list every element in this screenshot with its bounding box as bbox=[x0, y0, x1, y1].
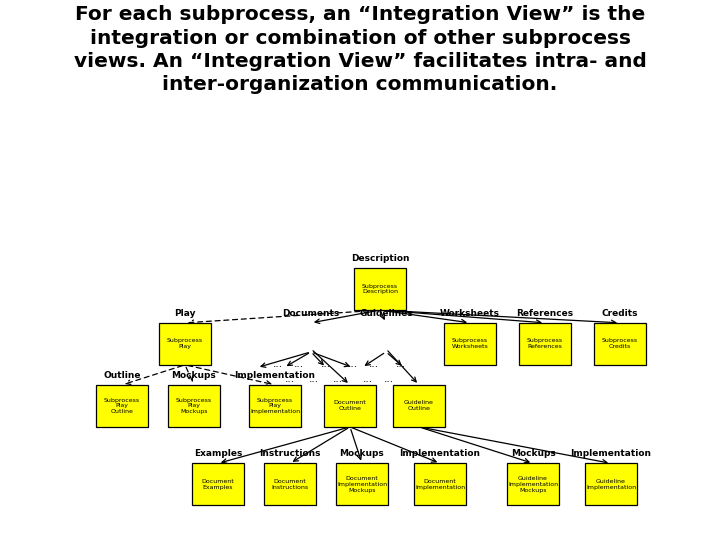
FancyBboxPatch shape bbox=[324, 385, 376, 427]
FancyBboxPatch shape bbox=[336, 463, 388, 505]
Text: Credits: Credits bbox=[602, 309, 638, 318]
Text: Document
Instructions: Document Instructions bbox=[271, 479, 309, 490]
FancyBboxPatch shape bbox=[414, 463, 466, 505]
Text: Subprocess
Play
Mockups: Subprocess Play Mockups bbox=[176, 397, 212, 414]
Text: Document
Examples: Document Examples bbox=[202, 479, 235, 490]
Text: ...: ... bbox=[321, 359, 331, 369]
Text: Documents: Documents bbox=[282, 309, 340, 318]
Text: Mockups: Mockups bbox=[510, 449, 555, 458]
Text: ...: ... bbox=[396, 359, 406, 369]
Text: Subprocess
Worksheets: Subprocess Worksheets bbox=[451, 339, 488, 349]
Text: Worksheets: Worksheets bbox=[440, 309, 500, 318]
FancyBboxPatch shape bbox=[249, 385, 301, 427]
Text: ...: ... bbox=[285, 374, 295, 383]
Text: Guideline
Outline: Guideline Outline bbox=[404, 401, 434, 411]
FancyBboxPatch shape bbox=[585, 463, 637, 505]
FancyBboxPatch shape bbox=[519, 323, 571, 365]
Text: For each subprocess, an “Integration View” is the
integration or combination of : For each subprocess, an “Integration Vie… bbox=[73, 5, 647, 94]
Text: Subprocess
References: Subprocess References bbox=[527, 339, 563, 349]
Text: References: References bbox=[516, 309, 574, 318]
Text: Guidelines: Guidelines bbox=[359, 309, 413, 318]
Text: ...: ... bbox=[273, 359, 283, 369]
Text: Guideline
Implementation: Guideline Implementation bbox=[586, 479, 636, 490]
Text: Subprocess
Play
Implementation: Subprocess Play Implementation bbox=[250, 397, 300, 414]
Text: Implementation: Implementation bbox=[400, 449, 480, 458]
Text: Subprocess
Play: Subprocess Play bbox=[167, 339, 203, 349]
Text: Document
Implementation
Mockups: Document Implementation Mockups bbox=[337, 476, 387, 492]
Text: Document
Implementation: Document Implementation bbox=[415, 479, 465, 490]
FancyBboxPatch shape bbox=[96, 385, 148, 427]
Text: Implementation: Implementation bbox=[570, 449, 652, 458]
Text: Examples: Examples bbox=[194, 449, 242, 458]
Text: Description: Description bbox=[351, 254, 409, 263]
Text: Document
Outline: Document Outline bbox=[333, 401, 366, 411]
Text: Subprocess
Play
Outline: Subprocess Play Outline bbox=[104, 397, 140, 414]
Text: ...: ... bbox=[309, 374, 319, 383]
FancyBboxPatch shape bbox=[264, 463, 316, 505]
FancyBboxPatch shape bbox=[444, 323, 496, 365]
FancyBboxPatch shape bbox=[192, 463, 244, 505]
Text: Mockups: Mockups bbox=[171, 371, 217, 380]
FancyBboxPatch shape bbox=[168, 385, 220, 427]
FancyBboxPatch shape bbox=[393, 385, 445, 427]
Text: Instructions: Instructions bbox=[259, 449, 320, 458]
Text: Play: Play bbox=[174, 309, 196, 318]
Text: Subprocess
Credits: Subprocess Credits bbox=[602, 339, 638, 349]
Text: Outline: Outline bbox=[103, 371, 140, 380]
Text: Guideline
Implementation
Mockups: Guideline Implementation Mockups bbox=[508, 476, 558, 492]
Text: Mockups: Mockups bbox=[340, 449, 384, 458]
Text: Implementation: Implementation bbox=[235, 371, 315, 380]
Text: ...: ... bbox=[333, 374, 343, 383]
Text: ...: ... bbox=[294, 359, 304, 369]
FancyBboxPatch shape bbox=[594, 323, 646, 365]
Text: ...: ... bbox=[369, 359, 379, 369]
FancyBboxPatch shape bbox=[159, 323, 211, 365]
Text: ...: ... bbox=[384, 374, 394, 383]
FancyBboxPatch shape bbox=[354, 268, 406, 310]
Text: ...: ... bbox=[348, 359, 358, 369]
Text: Subprocess
Description: Subprocess Description bbox=[362, 284, 398, 294]
Text: ...: ... bbox=[363, 374, 373, 383]
FancyBboxPatch shape bbox=[507, 463, 559, 505]
